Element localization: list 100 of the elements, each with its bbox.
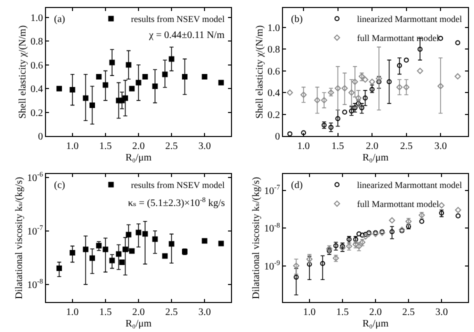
point [376, 79, 382, 84]
point [328, 124, 334, 130]
y-tick-label: 0 [38, 132, 43, 142]
point [314, 97, 320, 104]
point [356, 231, 362, 236]
x-tick-label: 2.5 [400, 141, 413, 152]
annotation: κₛ = (5.1±2.3)×10$^{-8}$ kg/s [128, 196, 225, 210]
y-tick-label: 0.8 [30, 36, 43, 48]
annotation: χ = 0.44±0.11 N/m [148, 30, 225, 41]
point [363, 232, 368, 237]
point [119, 259, 125, 265]
point [126, 232, 132, 238]
point [129, 248, 135, 254]
point [342, 110, 348, 115]
y-tick-label: 10$^{-7}$ [264, 184, 280, 197]
point [82, 246, 88, 252]
point [129, 86, 135, 92]
point [102, 246, 108, 252]
point [136, 230, 142, 236]
x-tick-label: 2.0 [366, 141, 378, 152]
point [182, 74, 188, 80]
y-tick-label: 0.2 [30, 108, 43, 119]
point [168, 56, 174, 62]
point [56, 266, 62, 272]
point [333, 243, 338, 248]
point [396, 84, 403, 90]
point [152, 236, 158, 242]
point [82, 95, 88, 101]
point [454, 73, 461, 80]
point [109, 258, 115, 264]
point [136, 80, 142, 86]
x-axis-title: R₀/μm [125, 152, 152, 164]
point [352, 78, 358, 85]
y-tick-label: 0.6 [30, 60, 43, 72]
point [122, 246, 128, 252]
y-tick-label: 10$^{-8}$ [264, 221, 280, 235]
point [90, 102, 95, 108]
x-tick-label: 1.5 [99, 141, 112, 152]
annotation: (a) [54, 14, 66, 25]
x-tick-label: 3.0 [198, 307, 211, 318]
legend-label: full Marmottant model [357, 33, 440, 44]
y-tick-label: 0.2 [268, 110, 280, 121]
annotation: (d) [291, 180, 303, 191]
y-tick-label: 0.4 [268, 88, 280, 100]
point [416, 68, 424, 74]
point [122, 95, 128, 101]
point [456, 213, 461, 218]
x-tick-label: 3.0 [198, 141, 211, 152]
point [396, 62, 402, 68]
y-tick-label: 0.8 [268, 44, 280, 56]
point [286, 90, 293, 96]
y-tick-label: 1.0 [30, 12, 43, 24]
annotation: (b) [291, 14, 303, 25]
y-axis-title: Shell elasticity χ/(N/m) [254, 25, 266, 119]
point [359, 105, 364, 110]
point [293, 262, 300, 269]
point [116, 251, 122, 257]
x-axis-title: R₀/μm [362, 318, 389, 330]
y-tick-label: 0.6 [268, 66, 280, 78]
x-tick-label: 1.5 [332, 141, 344, 152]
point [404, 58, 409, 63]
point [168, 241, 174, 247]
point [355, 94, 362, 102]
point [142, 231, 148, 237]
point [321, 97, 328, 104]
point [368, 78, 376, 85]
x-tick-label: 2.0 [369, 307, 382, 318]
point [56, 86, 62, 92]
point [455, 40, 460, 46]
point [335, 116, 340, 122]
y-tick-label: 1.0 [268, 23, 280, 34]
x-tick-label: 2.0 [132, 307, 145, 318]
x-tick-label: 1.5 [99, 307, 112, 318]
legend-label: linearized Marmottant model [357, 180, 462, 190]
point [218, 80, 224, 86]
x-tick-label: 1.0 [66, 141, 79, 152]
point [294, 274, 299, 280]
legend-label: full Marmottant model [357, 199, 440, 210]
point [418, 46, 423, 52]
point [390, 229, 395, 234]
y-axis-title: Shell elasticity χ/(N/m) [18, 25, 28, 119]
point [90, 255, 95, 261]
point [348, 90, 355, 96]
point [102, 82, 108, 88]
y-tick-label: 10$^{-9}$ [264, 259, 280, 272]
point [162, 253, 168, 259]
x-tick-label: 3.0 [435, 307, 448, 318]
point [320, 261, 326, 266]
point [70, 250, 76, 256]
x-axis-title: R₀/μm [362, 152, 389, 164]
point [300, 92, 307, 98]
point [349, 108, 354, 114]
point [287, 131, 292, 136]
y-tick-label: 0.4 [30, 84, 43, 96]
point [96, 74, 102, 80]
x-tick-label: 1.5 [336, 307, 349, 318]
point [142, 74, 148, 80]
x-tick-label: 1.0 [66, 307, 79, 318]
point [362, 76, 368, 83]
point [454, 206, 462, 214]
